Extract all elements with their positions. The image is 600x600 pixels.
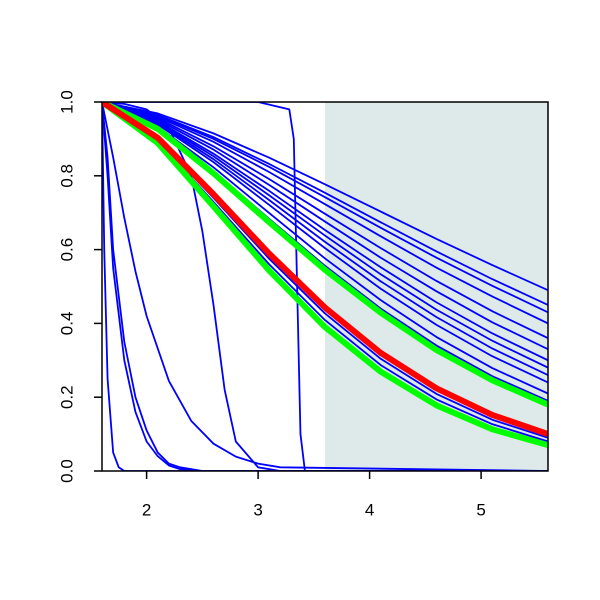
curve — [102, 102, 548, 471]
y-tick-label: 0.0 — [57, 459, 76, 483]
curve — [102, 102, 548, 292]
curve — [102, 102, 548, 339]
curve — [102, 102, 548, 369]
curve — [102, 102, 548, 362]
x-tick-label: 2 — [142, 500, 151, 519]
curve — [102, 102, 548, 471]
y-tick-label: 0.6 — [57, 238, 76, 262]
curve — [102, 102, 548, 449]
curve — [102, 102, 548, 384]
curve — [102, 102, 548, 306]
y-tick-label: 0.4 — [57, 312, 76, 336]
curve — [102, 102, 548, 437]
plot-box — [101, 101, 549, 472]
axes: 2 3 4 5 0.0 0.2 0.4 0.6 0.8 1.0 — [57, 90, 549, 519]
curve — [102, 102, 548, 325]
x-tick-label: 3 — [253, 500, 262, 519]
plot-area — [102, 102, 548, 471]
curve — [102, 102, 548, 471]
curve — [102, 102, 548, 314]
x-tick-label: 5 — [476, 500, 485, 519]
curve — [102, 102, 548, 471]
curve — [102, 102, 548, 376]
curve — [102, 102, 548, 471]
curve — [102, 102, 548, 351]
curve — [102, 102, 548, 471]
x-tick-label: 4 — [365, 500, 374, 519]
y-tick-label: 0.2 — [57, 385, 76, 409]
curve — [102, 102, 548, 408]
shaded-region — [325, 102, 548, 471]
y-tick-label: 1.0 — [57, 90, 76, 114]
y-tick-label: 0.8 — [57, 164, 76, 188]
